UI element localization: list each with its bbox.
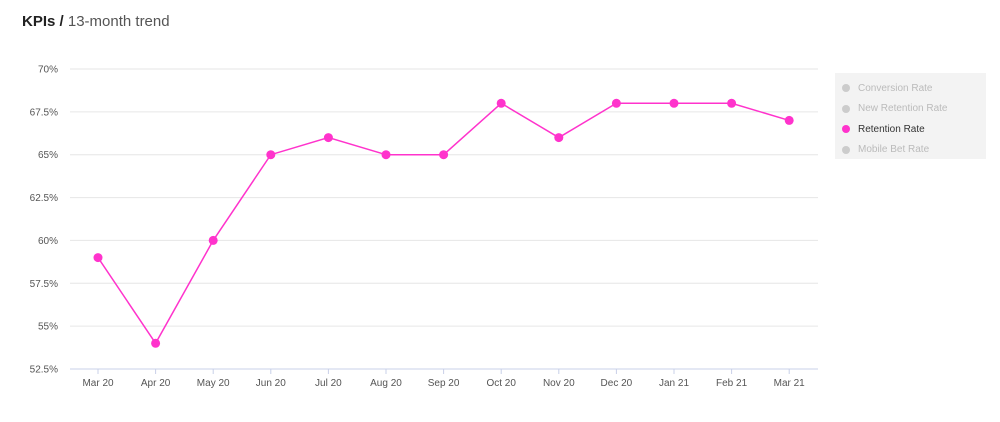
y-tick-label: 65% (38, 150, 58, 161)
x-tick-label: Jun 20 (256, 378, 286, 389)
data-point[interactable] (496, 98, 506, 108)
data-point[interactable] (669, 98, 679, 108)
data-point[interactable] (381, 150, 391, 160)
y-tick-label: 57.5% (30, 279, 58, 290)
x-tick-label: Jul 20 (315, 378, 342, 389)
y-tick-label: 67.5% (30, 107, 58, 118)
x-axis: Mar 20 Apr 20 May 20 Jun 20 Jul 20 Aug 20 Sep … (70, 368, 818, 389)
series-line (97, 102, 790, 345)
x-tick-label: May 20 (197, 378, 230, 389)
legend: Conversion Rate New Retention Rate Retenti… (835, 73, 986, 159)
title-kpis: KPIs / (22, 13, 64, 30)
grid-lines (70, 68, 818, 327)
legend-dot-icon (842, 84, 850, 93)
legend-label: Retention Rate (858, 123, 925, 135)
title-subtitle: 13-month trend (67, 13, 170, 30)
y-tick-label: 52.5% (30, 365, 58, 376)
legend-label: Mobile Bet Rate (858, 144, 930, 156)
data-point[interactable] (151, 338, 161, 348)
legend-dot-icon (842, 145, 850, 154)
data-point[interactable] (784, 115, 794, 125)
x-tick-label: Feb 21 (716, 378, 748, 389)
data-point[interactable] (93, 253, 103, 263)
legend-item[interactable]: Conversion Rate (835, 78, 986, 99)
data-point[interactable] (554, 133, 564, 143)
legend-item[interactable]: New Retention Rate (835, 99, 986, 120)
retention-rate-line (97, 102, 790, 345)
legend-label: Conversion Rate (858, 82, 933, 94)
x-tick-label: Jan 21 (659, 378, 689, 389)
y-tick-label: 60% (38, 236, 58, 247)
x-tick-label: Dec 20 (601, 378, 633, 389)
data-point[interactable] (611, 98, 621, 108)
y-tick-label: 62.5% (30, 193, 58, 204)
data-point[interactable] (439, 150, 449, 160)
legend-item[interactable]: Mobile Bet Rate (835, 140, 986, 161)
data-point[interactable] (208, 235, 218, 245)
x-tick-label: Aug 20 (370, 378, 402, 389)
data-point[interactable] (727, 98, 737, 108)
legend-dot-icon (842, 104, 850, 113)
y-tick-label: 70% (38, 65, 58, 76)
data-point[interactable] (266, 150, 276, 160)
x-tick-label: Apr 20 (141, 378, 171, 389)
x-tick-label: Nov 20 (543, 378, 575, 389)
y-axis-ticks: 52.5% 55% 57.5% 60% 62.5% 65% 67.5% 70% (30, 65, 58, 376)
x-tick-label: Mar 21 (774, 378, 806, 389)
chart-title: KPIs / 13-month trend (22, 13, 170, 30)
series-points (93, 98, 794, 348)
x-tick-label: Oct 20 (486, 378, 516, 389)
y-tick-label: 55% (38, 322, 58, 333)
legend-dot-icon (842, 125, 850, 134)
x-tick-label: Mar 20 (82, 378, 114, 389)
x-tick-label: Sep 20 (428, 378, 460, 389)
data-point[interactable] (323, 133, 333, 143)
legend-label: New Retention Rate (858, 103, 948, 115)
legend-item[interactable]: Retention Rate (835, 119, 986, 140)
